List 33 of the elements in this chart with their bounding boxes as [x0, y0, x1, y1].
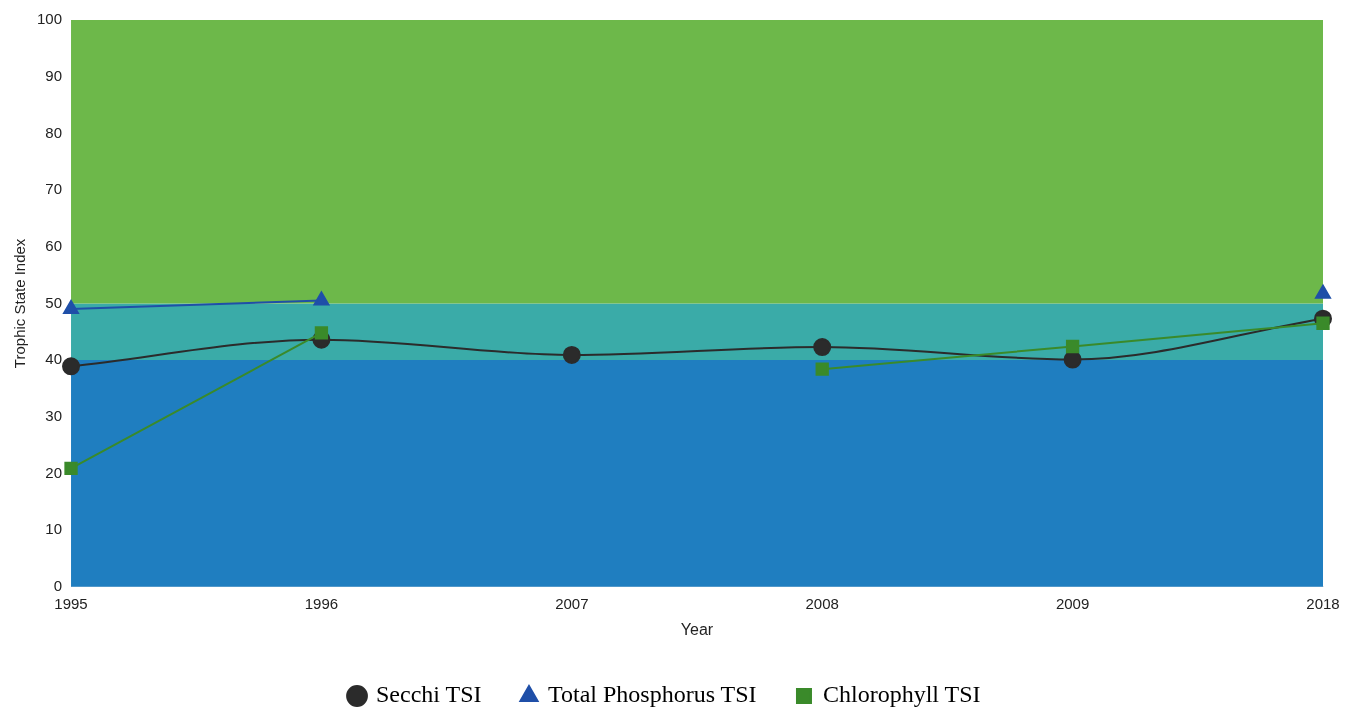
y-tick-label: 20: [45, 463, 63, 481]
y-tick-label: 80: [45, 123, 63, 141]
y-tick-label: 30: [45, 406, 63, 424]
y-axis-title: Trophic State Index: [11, 238, 29, 369]
x-tick-label: 2009: [1055, 594, 1090, 612]
point: [1315, 284, 1331, 299]
y-tick-label: 90: [45, 66, 63, 84]
point: [314, 326, 329, 340]
point: [815, 362, 829, 376]
y-tick-label: 70: [45, 180, 63, 198]
y-tick-label: 50: [45, 293, 63, 311]
x-tick-label: 2008: [805, 594, 839, 612]
point: [562, 345, 581, 364]
y-tick-label: 100: [37, 10, 63, 28]
point: [62, 357, 81, 376]
point: [1065, 339, 1080, 354]
legend-label: Secchi TSI: [376, 681, 482, 708]
point: [1316, 316, 1330, 330]
legend-label: Total Phosphorus TSI: [547, 681, 757, 708]
point: [313, 291, 330, 306]
x-tick-label: 2007: [555, 594, 589, 612]
point: [813, 338, 832, 357]
y-tick-label: 60: [45, 236, 63, 254]
y-tick-label: 40: [45, 350, 63, 368]
legend-label: Chlorophyll TSI: [822, 681, 981, 708]
x-tick-label: 1996: [304, 594, 339, 612]
point: [63, 300, 79, 315]
x-tick-label: 2018: [1306, 594, 1340, 612]
x-axis-title: Year: [680, 620, 714, 638]
x-tick-label: 1995: [54, 594, 88, 612]
y-tick-label: 0: [53, 576, 63, 594]
y-tick-label: 10: [45, 520, 63, 538]
point: [64, 461, 78, 475]
